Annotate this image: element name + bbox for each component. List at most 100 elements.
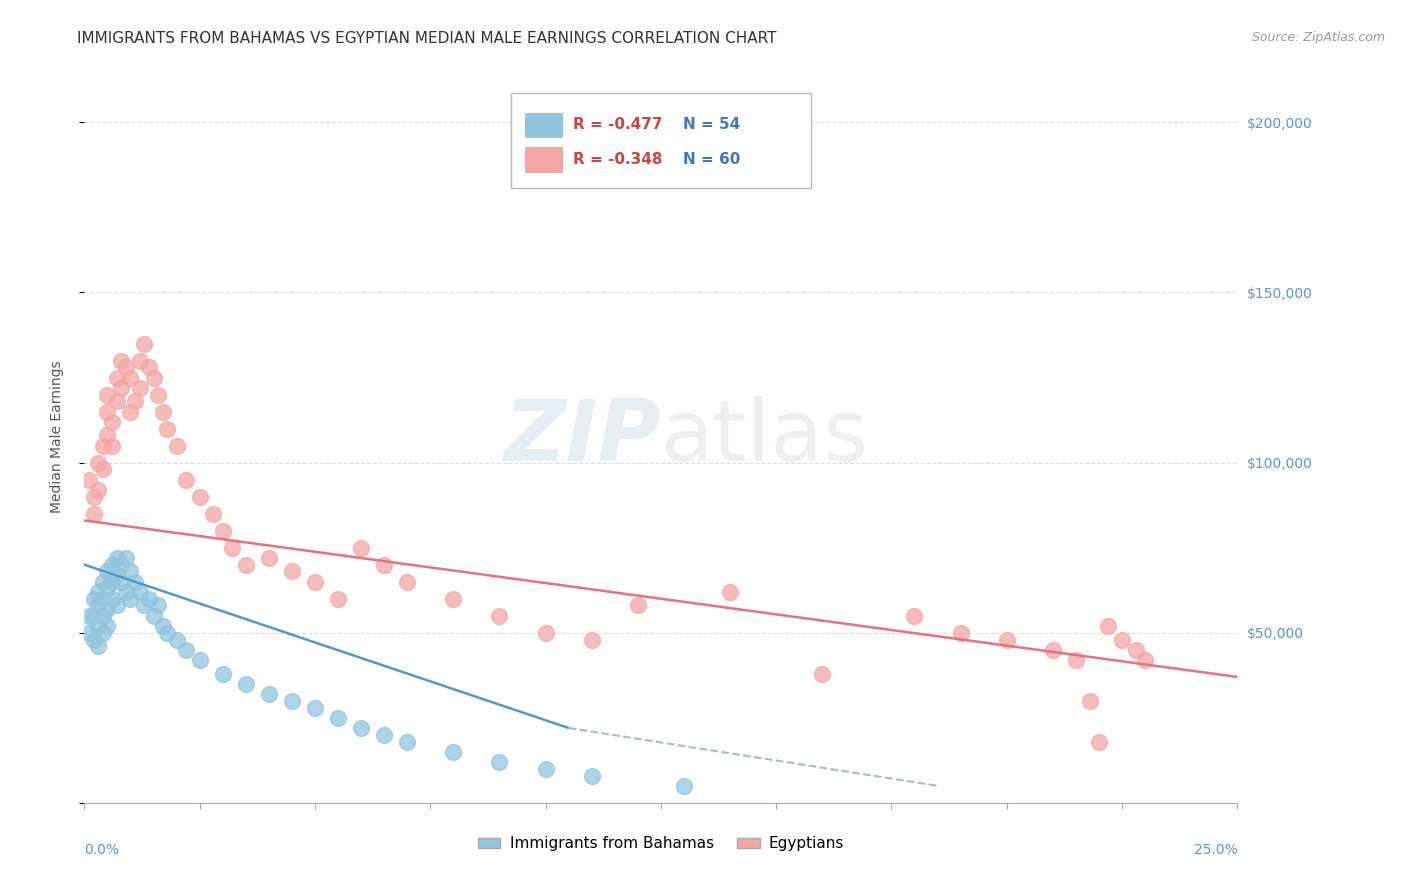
Point: [110, 574, 132, 589]
Point: [124, 394, 146, 409]
Point: [146, 387, 169, 401]
Point: [128, 585, 150, 599]
Point: [488, 608, 510, 623]
Point: [120, 591, 142, 606]
Text: Source: ZipAtlas.com: Source: ZipAtlas.com: [1251, 31, 1385, 45]
Point: [1078, 694, 1101, 708]
Point: [138, 360, 160, 375]
Point: [77, 473, 100, 487]
Point: [128, 381, 150, 395]
Point: [96, 404, 118, 418]
Point: [1097, 619, 1119, 633]
Text: 0.0%: 0.0%: [84, 843, 120, 857]
Point: [101, 558, 124, 572]
Point: [304, 574, 326, 589]
Point: [115, 550, 138, 565]
Point: [101, 574, 124, 589]
FancyBboxPatch shape: [524, 147, 561, 171]
Point: [257, 687, 280, 701]
Point: [96, 387, 118, 401]
Point: [581, 768, 603, 782]
Point: [110, 558, 132, 572]
Point: [128, 353, 150, 368]
Point: [1111, 632, 1133, 647]
Point: [120, 565, 142, 579]
Text: atlas: atlas: [661, 395, 869, 479]
Point: [1133, 653, 1156, 667]
Point: [534, 762, 557, 776]
Point: [87, 599, 110, 613]
Point: [1125, 642, 1147, 657]
Text: IMMIGRANTS FROM BAHAMAS VS EGYPTIAN MEDIAN MALE EARNINGS CORRELATION CHART: IMMIGRANTS FROM BAHAMAS VS EGYPTIAN MEDI…: [77, 31, 778, 46]
Point: [124, 574, 146, 589]
Point: [534, 625, 557, 640]
Point: [396, 574, 419, 589]
Point: [281, 565, 304, 579]
Point: [257, 550, 280, 565]
Point: [87, 640, 110, 654]
Point: [96, 602, 118, 616]
Point: [441, 745, 464, 759]
Point: [120, 404, 142, 418]
Point: [96, 565, 118, 579]
Point: [105, 394, 128, 409]
Point: [281, 694, 304, 708]
Point: [488, 755, 510, 769]
Point: [995, 632, 1018, 647]
Point: [1042, 642, 1064, 657]
Point: [146, 599, 169, 613]
Point: [166, 439, 188, 453]
Point: [211, 666, 233, 681]
Point: [91, 625, 114, 640]
Point: [166, 632, 188, 647]
Point: [83, 507, 105, 521]
Point: [134, 336, 156, 351]
Point: [91, 439, 114, 453]
Text: 25.0%: 25.0%: [1194, 843, 1237, 857]
Point: [105, 567, 128, 582]
Point: [87, 619, 110, 633]
FancyBboxPatch shape: [510, 94, 811, 188]
Point: [87, 483, 110, 497]
Point: [1088, 734, 1111, 748]
Point: [373, 558, 395, 572]
Point: [77, 625, 100, 640]
Point: [188, 653, 211, 667]
Point: [672, 779, 695, 793]
Point: [83, 632, 105, 647]
Point: [101, 439, 124, 453]
Point: [110, 353, 132, 368]
Text: R = -0.348: R = -0.348: [574, 152, 662, 167]
Point: [202, 507, 225, 521]
Point: [174, 473, 197, 487]
Point: [581, 632, 603, 647]
Point: [83, 608, 105, 623]
Point: [110, 381, 132, 395]
Point: [235, 677, 257, 691]
Text: N = 60: N = 60: [683, 152, 740, 167]
Point: [811, 666, 834, 681]
Point: [87, 456, 110, 470]
Text: ZIP: ZIP: [503, 395, 661, 479]
Point: [142, 608, 165, 623]
Point: [396, 734, 419, 748]
Point: [115, 360, 138, 375]
Point: [949, 625, 972, 640]
Point: [718, 585, 741, 599]
Point: [326, 711, 349, 725]
Point: [174, 642, 197, 657]
Point: [96, 582, 118, 596]
Point: [152, 404, 174, 418]
Point: [373, 728, 395, 742]
Point: [91, 574, 114, 589]
Legend: Immigrants from Bahamas, Egyptians: Immigrants from Bahamas, Egyptians: [471, 830, 851, 857]
Point: [903, 608, 925, 623]
Point: [115, 585, 138, 599]
Point: [91, 462, 114, 476]
Text: N = 54: N = 54: [683, 117, 740, 132]
Point: [83, 490, 105, 504]
Point: [105, 599, 128, 613]
Point: [83, 591, 105, 606]
Point: [350, 721, 373, 735]
Point: [304, 700, 326, 714]
